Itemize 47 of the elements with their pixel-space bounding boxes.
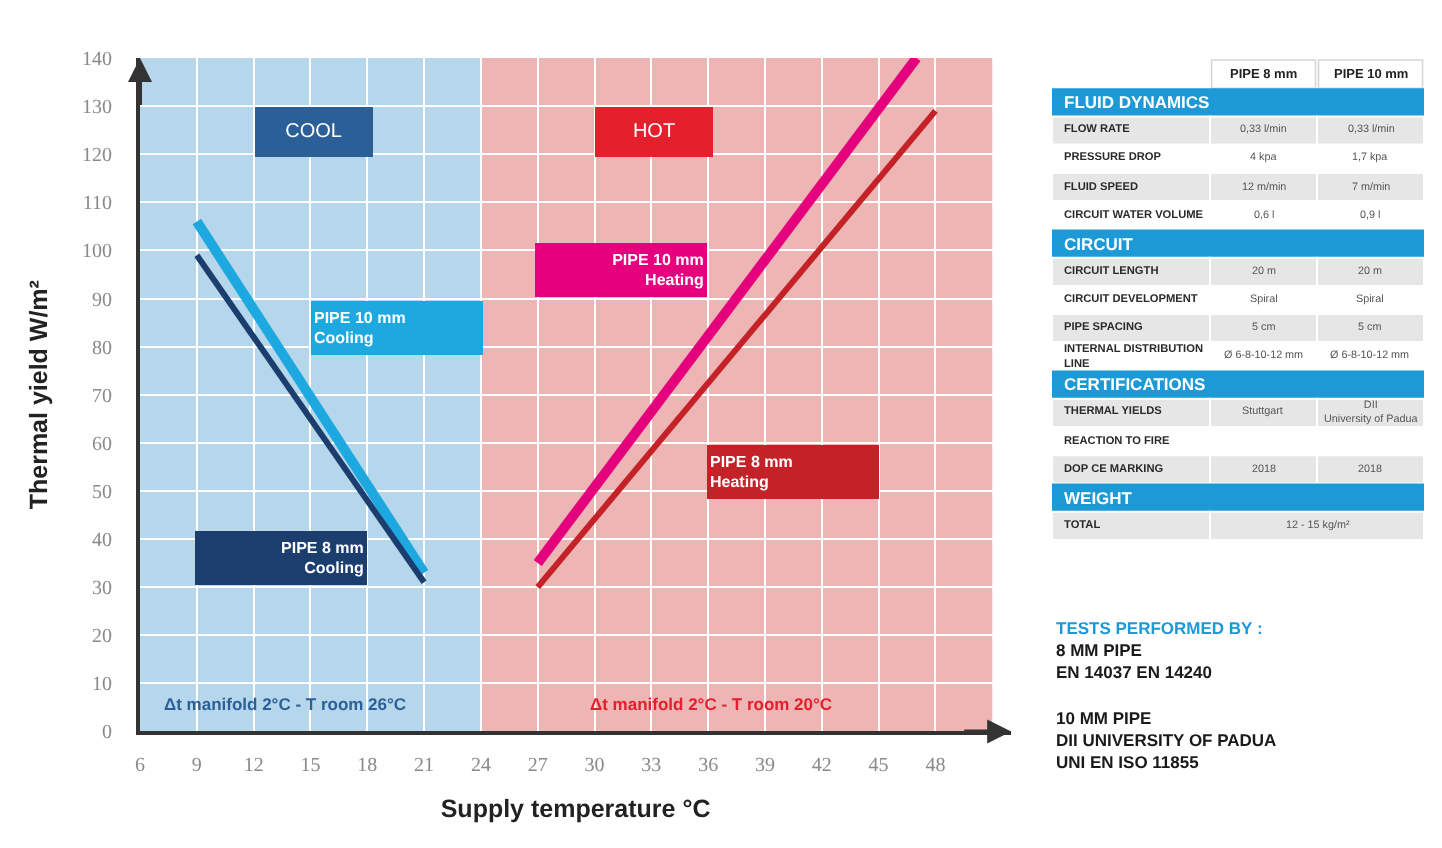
x-tick-label: 6 [135, 755, 145, 778]
x-tick-label: 39 [755, 755, 775, 778]
x-tick-label: 33 [641, 755, 662, 778]
x-tick-label: 12 [243, 755, 264, 778]
x-tick-label: 9 [191, 755, 202, 778]
x-tick-label: 42 [811, 755, 832, 778]
y-tick-label: 80 [92, 337, 112, 360]
y-tick-label: 20 [92, 626, 112, 649]
x-tick-label: 36 [698, 755, 719, 778]
band-label: COOL [285, 121, 343, 143]
y-tick-label: 100 [82, 241, 112, 264]
y-tick-label: 90 [92, 289, 112, 312]
series-label: PIPE 8 mm Cooling [281, 538, 364, 578]
text: 8 MM PIPE EN 14037 EN 14240 [1056, 640, 1213, 683]
annotation: Δt manifold 2°C - T room 20°C [590, 694, 833, 714]
y-tick-label: 0 [102, 722, 112, 745]
category-label: CERTIFICATIONS [1064, 374, 1206, 394]
text: PIPE 8 mm Heating [710, 452, 793, 492]
x-tick-label: 18 [357, 755, 378, 778]
y-tick-label: 120 [82, 145, 112, 168]
x-tick-label: 15 [300, 755, 321, 778]
x-tick-label: 24 [470, 755, 491, 778]
series-label: PIPE 10 mm Cooling [314, 308, 406, 348]
x-tick-label: 45 [868, 755, 889, 778]
category-label: WEIGHT [1064, 488, 1132, 508]
band-label: HOT [632, 121, 676, 143]
y-tick-label: 110 [82, 193, 112, 216]
y-tick-label: 50 [92, 481, 112, 504]
y-tick-label: 10 [92, 674, 112, 697]
text: 10 MM PIPE DII UNIVERSITY OF PADUA UNI EN ISO 11855 [1056, 708, 1277, 773]
x-tick-label: 21 [414, 755, 435, 778]
y-tick-label: 30 [92, 578, 112, 601]
category-label: FLUID DYNAMICS [1064, 92, 1210, 112]
y-axis-title: Thermal yield W/m² [25, 280, 54, 510]
x-tick-label: 30 [584, 755, 605, 778]
x-tick-label: 27 [527, 755, 548, 778]
x-tick-label: 48 [925, 755, 946, 778]
y-tick-label: 130 [82, 97, 112, 120]
y-tick-label: 60 [92, 433, 112, 456]
series-label: PIPE 10 mm Heating [612, 250, 704, 290]
x-axis-title: Supply temperature °C [440, 794, 711, 823]
y-tick-label: 70 [92, 385, 112, 408]
y-tick-label: 140 [82, 49, 112, 71]
category-label: CIRCUIT [1064, 234, 1133, 254]
annotation: Δt manifold 2°C - T room 26°C [164, 694, 407, 714]
text: TESTS PERFORMED BY : [1056, 618, 1263, 638]
y-tick-label: 40 [92, 530, 112, 552]
